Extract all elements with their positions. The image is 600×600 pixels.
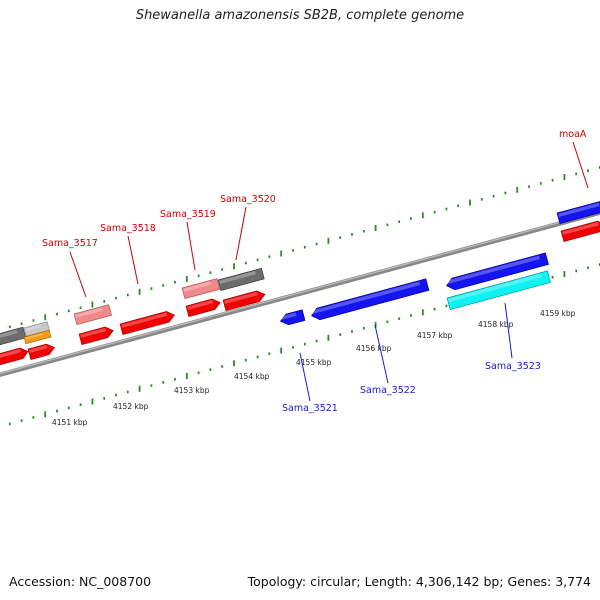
gene-partial-red-b[interactable] (27, 342, 56, 360)
kbp-label: 4159 kbp (540, 309, 576, 318)
genome-backbone (0, 210, 600, 377)
gene-label: moaA (559, 129, 587, 140)
gene-label: Sama_3520 (220, 194, 276, 205)
gene-label: Sama_3523 (485, 361, 541, 372)
gene-label: Sama_3517 (42, 238, 98, 249)
gene-partial-orange[interactable] (23, 329, 52, 345)
gene-partial-grey[interactable] (0, 326, 27, 346)
gene-sama-3523[interactable] (446, 270, 551, 310)
label-leader-line (504, 302, 513, 359)
backbone-highlight (0, 211, 600, 375)
gene-blue-upper[interactable] (445, 252, 549, 292)
gene-sama-3519[interactable] (185, 297, 222, 317)
gene-partial-lightgrey[interactable] (23, 321, 50, 338)
kbp-label: 4152 kbp (113, 402, 149, 411)
gene-sama-3520[interactable] (222, 289, 266, 311)
gene-moaa-blue[interactable] (556, 199, 600, 224)
gene-partial-red-a[interactable] (0, 346, 30, 366)
gene-label: Sama_3522 (360, 385, 416, 396)
kbp-label: 4155 kbp (296, 358, 332, 367)
gene-label: Sama_3519 (160, 209, 216, 220)
kbp-label: 4153 kbp (174, 386, 210, 395)
kbp-label: 4158 kbp (478, 320, 514, 329)
kbp-tick-labels: 4151 kbp 4152 kbp 4153 kbp 4154 kbp 4155 kbp… (52, 309, 576, 427)
kbp-label: 4151 kbp (52, 418, 88, 427)
kbp-label: 4154 kbp (234, 372, 270, 381)
topology-summary: Topology: circular; Length: 4,306,142 bp… (247, 574, 591, 589)
label-leader-line (374, 324, 389, 384)
gene-sama-3518[interactable] (119, 310, 176, 335)
gene-features[interactable] (0, 199, 600, 366)
tick-marks (8, 166, 600, 426)
gene-moaa[interactable] (560, 219, 600, 242)
gene-sama-3517-upper[interactable] (73, 304, 112, 325)
gene-sama-3517[interactable] (78, 325, 115, 345)
map-title: Shewanella amazonensis SB2B, complete ge… (135, 8, 465, 23)
gene-label: Sama_3521 (282, 403, 338, 414)
backbone-line (0, 210, 600, 377)
accession-label: Accession: NC_008700 (9, 574, 152, 589)
gene-label: Sama_3518 (100, 223, 156, 234)
gene-sama-3521[interactable] (279, 309, 306, 327)
label-leader-line (572, 141, 589, 189)
label-leader-line (186, 221, 196, 271)
label-leader-line (235, 206, 247, 261)
gene-sama-3522[interactable] (310, 278, 430, 322)
label-leader-line (127, 235, 139, 285)
label-leader-line (69, 251, 87, 298)
gene-sama-3519-upper[interactable] (181, 278, 220, 299)
gene-sama-3520-grey[interactable] (217, 267, 265, 291)
kbp-label: 4156 kbp (356, 344, 392, 353)
kbp-label: 4157 kbp (417, 331, 453, 340)
label-leader-line (299, 352, 311, 402)
